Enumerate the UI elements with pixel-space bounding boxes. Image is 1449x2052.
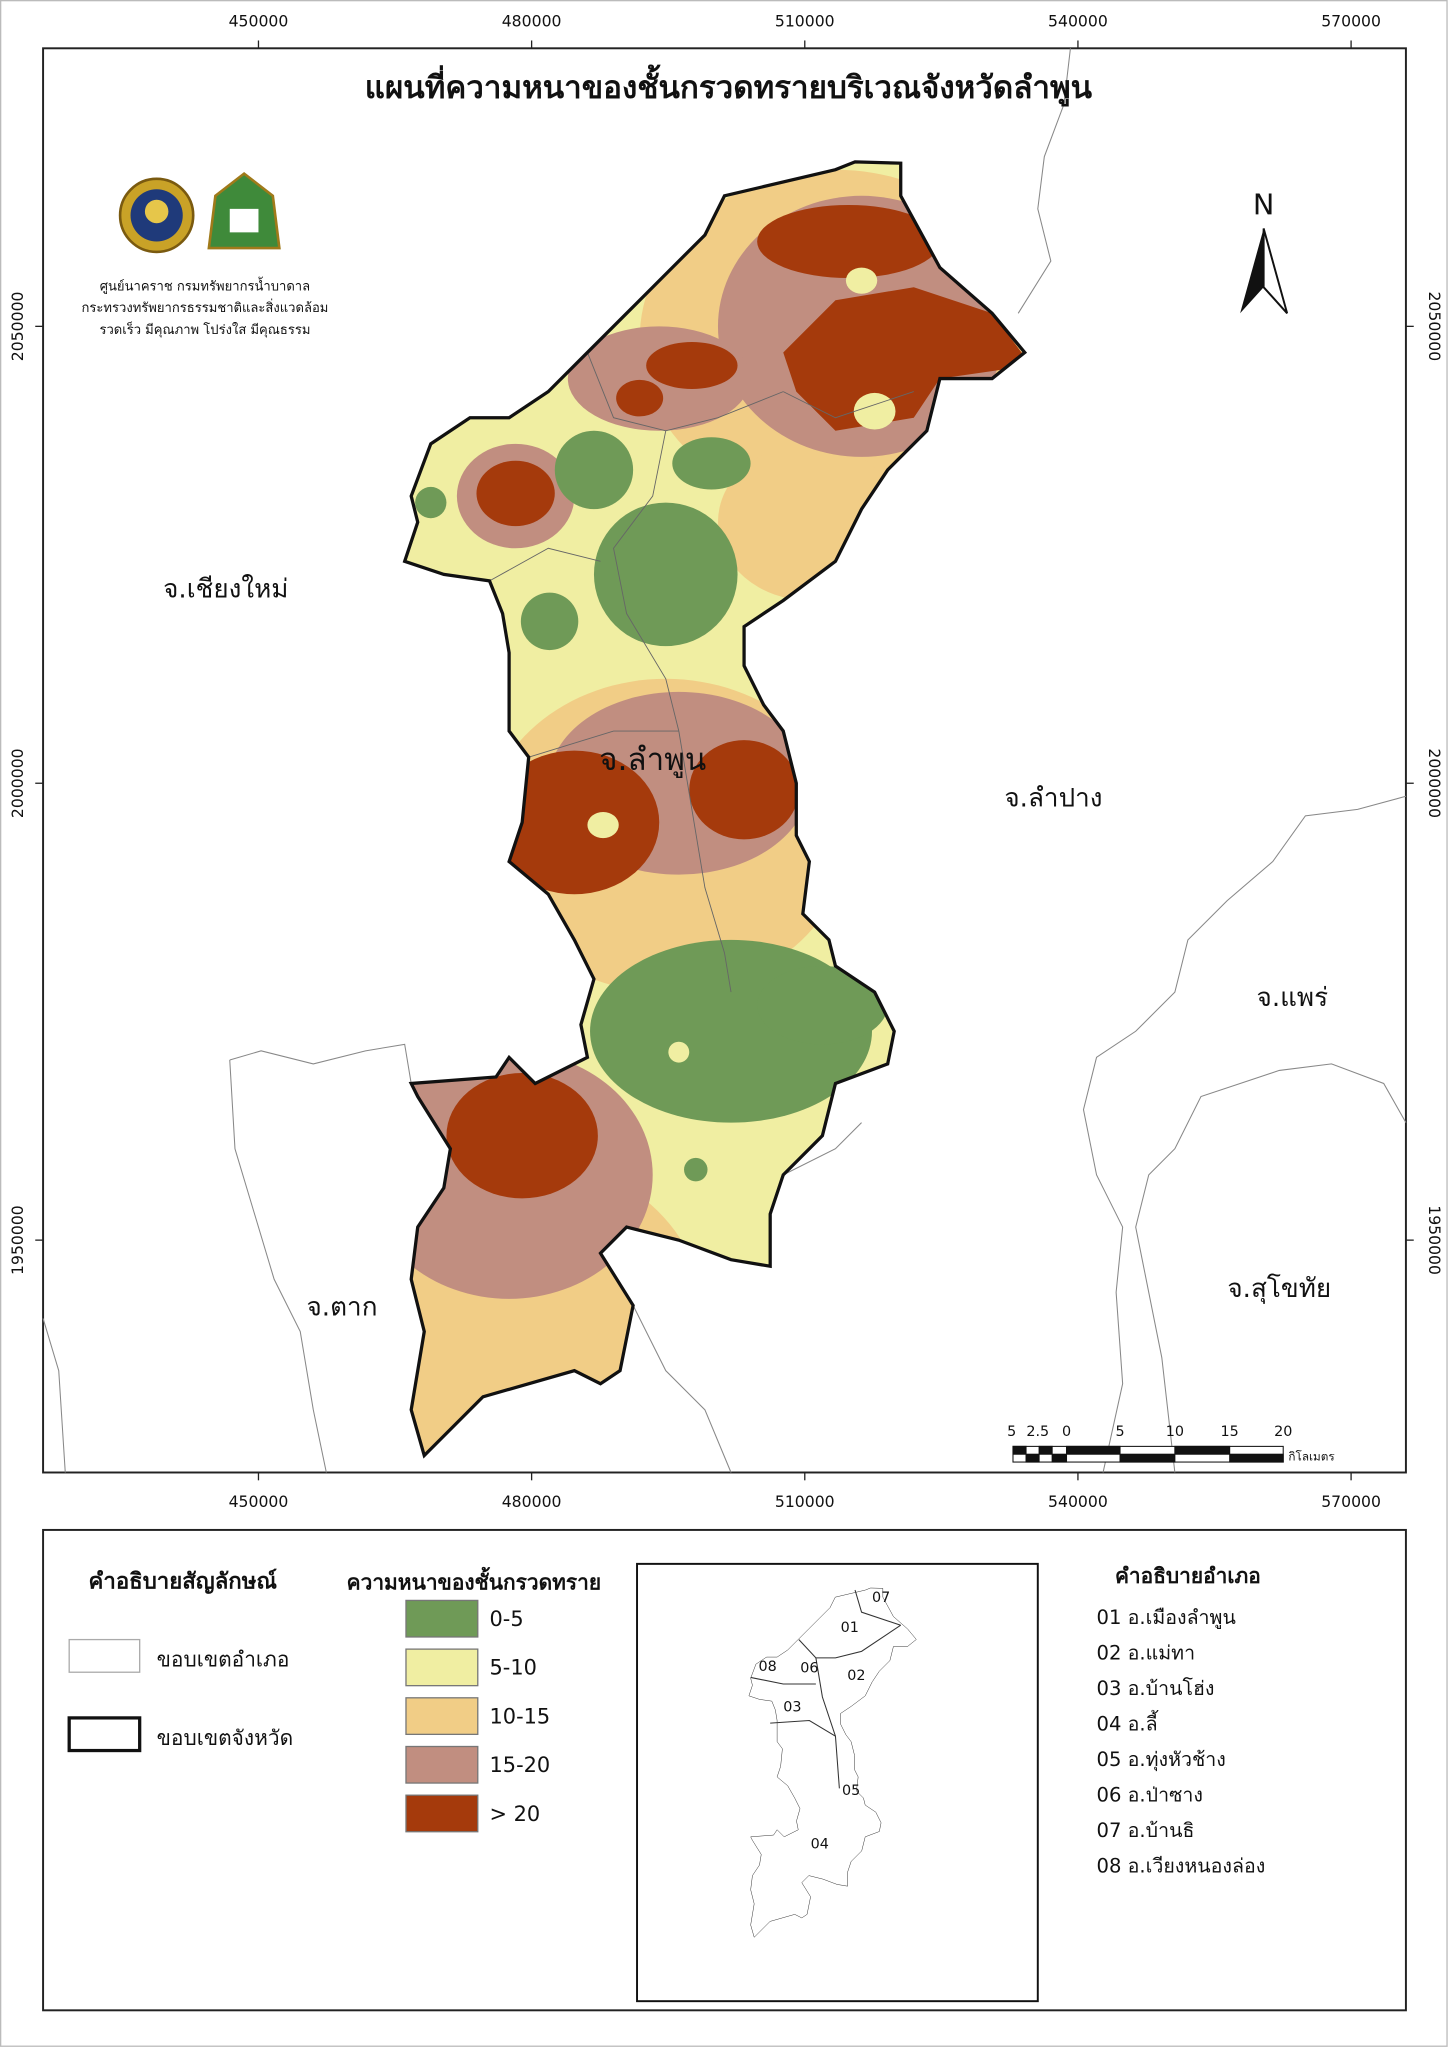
legend-frame (42, 1528, 1407, 2012)
thickness-zone (757, 204, 940, 279)
class-label: 0-5 (490, 1607, 524, 1631)
north-arrow (1240, 228, 1289, 314)
x-coordinate-label: 540000 (1048, 1492, 1108, 1511)
class-swatch (405, 1794, 479, 1833)
thickness-zone (476, 460, 555, 527)
legend-title: คำอธิบายสัญลักษณ์ (89, 1569, 278, 1595)
district-item: 08 อ.เวียงหนองล่อง (1097, 1855, 1266, 1878)
x-coordinate-label: 570000 (1321, 12, 1381, 31)
inset-code: 05 (842, 1783, 860, 1799)
x-coordinate-label: 480000 (502, 12, 562, 31)
inset-code: 08 (758, 1659, 776, 1675)
thickness-zone (672, 437, 751, 490)
x-coordinate-label: 570000 (1321, 1492, 1381, 1511)
thickness-zone (554, 430, 634, 510)
thickness-zone (593, 502, 738, 647)
neighbour-boundaries (42, 48, 1407, 1473)
district-item: 03 อ.บ้านโฮ่ง (1097, 1677, 1215, 1700)
legend-boundary-label: ขอบเขตจังหวัด (157, 1726, 293, 1750)
organization-line: กระทรวงทรัพยากรธรรมชาติและสิ่งแวดล้อม (81, 298, 328, 316)
logos (118, 171, 281, 254)
thickness-zone (587, 811, 619, 839)
district-boundary-symbol (68, 1638, 141, 1673)
inset-code: 03 (783, 1699, 801, 1715)
thickness-zone (489, 750, 660, 895)
x-coordinate-label: 450000 (229, 1492, 289, 1511)
scale-label: 0 (1062, 1424, 1071, 1440)
y-coordinate-label: 2000000 (1425, 748, 1444, 818)
district-item: 01 อ.เมืองลำพูน (1097, 1606, 1236, 1630)
north-label: N (1253, 187, 1274, 221)
thickness-zone (845, 267, 878, 294)
province-label: จ.แพร่ (1257, 983, 1329, 1013)
thickness-zone (783, 287, 1025, 431)
scale-label: 10 (1166, 1424, 1184, 1440)
district-item: 02 อ.แม่ทา (1097, 1642, 1196, 1665)
province-label: จ.ลำพูน (599, 742, 706, 778)
thickness-zone (757, 965, 888, 1045)
x-coordinate-label: 510000 (775, 12, 835, 31)
class-swatch (405, 1745, 479, 1784)
province-label: จ.ลำปาง (1004, 783, 1102, 813)
legend-boundary-label: ขอบเขตอำเภอ (157, 1647, 290, 1671)
organization-line: รวดเร็ว มีคุณภาพ โปร่งใส มีคุณธรรม (99, 320, 310, 338)
class-swatch (405, 1599, 479, 1638)
y-coordinate-label: 2000000 (8, 748, 27, 818)
scale-unit: กิโลเมตร (1288, 1449, 1334, 1463)
scale-label: 20 (1274, 1424, 1292, 1440)
y-coordinate-label: 1950000 (8, 1205, 27, 1275)
inset-code: 04 (811, 1837, 829, 1853)
thickness-zone (684, 1157, 708, 1182)
scale-label: 2.5 (1026, 1424, 1049, 1440)
scale-label: 5 (1007, 1424, 1016, 1440)
scale-label: 5 (1115, 1424, 1124, 1440)
map-title: แผนที่ความหนาของชั้นกรวดทรายบริเวณจังหวั… (365, 64, 1093, 107)
province-label: จ.สุโขทัย (1227, 1273, 1331, 1304)
thickness-zone (668, 1041, 690, 1063)
district-item: 06 อ.ป่าซาง (1097, 1784, 1203, 1807)
y-coordinate-label: 2050000 (8, 291, 27, 361)
inset-code: 01 (841, 1620, 859, 1636)
thickness-zone (646, 342, 738, 390)
thickness-zone (689, 740, 799, 840)
district-item: 04 อ.ลี้ (1097, 1710, 1159, 1736)
x-coordinate-label: 450000 (229, 12, 289, 31)
class-label: 15-20 (490, 1753, 551, 1777)
province-label: จ.ตาก (307, 1293, 378, 1323)
thickness-zone (520, 592, 579, 651)
inset-code: 06 (800, 1660, 818, 1676)
scale-label: 15 (1221, 1424, 1239, 1440)
inset-code: 02 (847, 1668, 865, 1684)
province-label: จ.เชียงใหม่ (163, 574, 288, 605)
thickness-zone (853, 392, 896, 430)
class-label: > 20 (490, 1802, 541, 1826)
x-coordinate-label: 510000 (775, 1492, 835, 1511)
class-swatch (405, 1697, 479, 1736)
y-coordinate-label: 1950000 (1425, 1205, 1444, 1275)
district-item: 07 อ.บ้านธิ (1097, 1819, 1195, 1842)
province-boundary-symbol (67, 1716, 142, 1753)
y-coordinate-label: 2050000 (1425, 291, 1444, 361)
inset-districts (750, 1589, 902, 1789)
map-frame (42, 47, 1407, 1474)
thickness-zone (616, 379, 664, 417)
scale-bar (1012, 1445, 1284, 1463)
thickness-zone (446, 1073, 598, 1199)
district-item: 05 อ.ทุ่งหัวช้าง (1097, 1748, 1226, 1772)
thickness-legend-title: ความหนาของชั้นกรวดทราย (347, 1566, 601, 1594)
district-list-title: คำอธิบายอำเภอ (1115, 1564, 1261, 1588)
class-label: 10-15 (490, 1704, 551, 1728)
x-coordinate-label: 480000 (502, 1492, 562, 1511)
organization-line: ศูนย์นาคราช กรมทรัพยากรน้ำบาดาล (100, 277, 310, 295)
thickness-surface (404, 161, 1025, 1456)
inset-code: 07 (872, 1590, 890, 1606)
thickness-zone (415, 486, 447, 519)
class-swatch (405, 1648, 479, 1687)
class-label: 5-10 (490, 1656, 537, 1680)
x-coordinate-label: 540000 (1048, 12, 1108, 31)
